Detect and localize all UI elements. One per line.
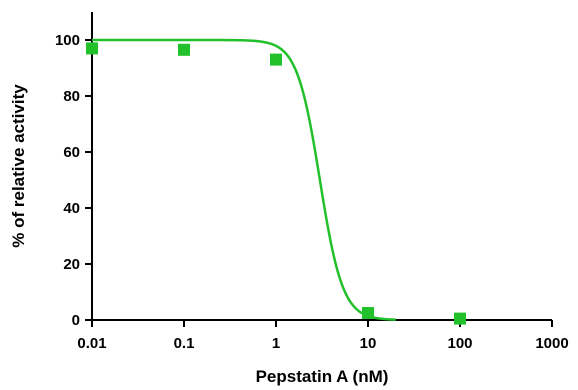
y-axis-ticks: 0 20 40 60 80 100 [55, 32, 92, 329]
fit-curve [92, 38, 396, 321]
x-tick-label: 0.01 [77, 335, 106, 352]
data-point [362, 307, 374, 319]
x-tick-label: 10 [360, 335, 377, 352]
y-axis-title: % of relative activity [9, 84, 28, 248]
x-tick-label: 1 [272, 335, 280, 352]
x-axis-ticks: 0.01 0.1 1 10 100 1000 [77, 320, 569, 352]
y-tick-label: 80 [63, 88, 80, 105]
data-point [178, 43, 190, 56]
y-tick-label: 0 [72, 312, 80, 329]
y-tick-label: 40 [63, 200, 80, 217]
x-axis-title: Pepstatin A (nM) [256, 367, 389, 386]
x-tick-label: 100 [447, 335, 472, 352]
data-point [86, 42, 98, 55]
y-tick-label: 100 [55, 32, 80, 49]
data-point [454, 312, 466, 325]
data-points [86, 42, 466, 325]
y-tick-label: 20 [63, 256, 80, 273]
y-tick-label: 60 [63, 144, 80, 161]
x-tick-label: 0.1 [174, 335, 195, 352]
x-tick-label: 1000 [535, 335, 568, 352]
data-point [270, 53, 282, 66]
